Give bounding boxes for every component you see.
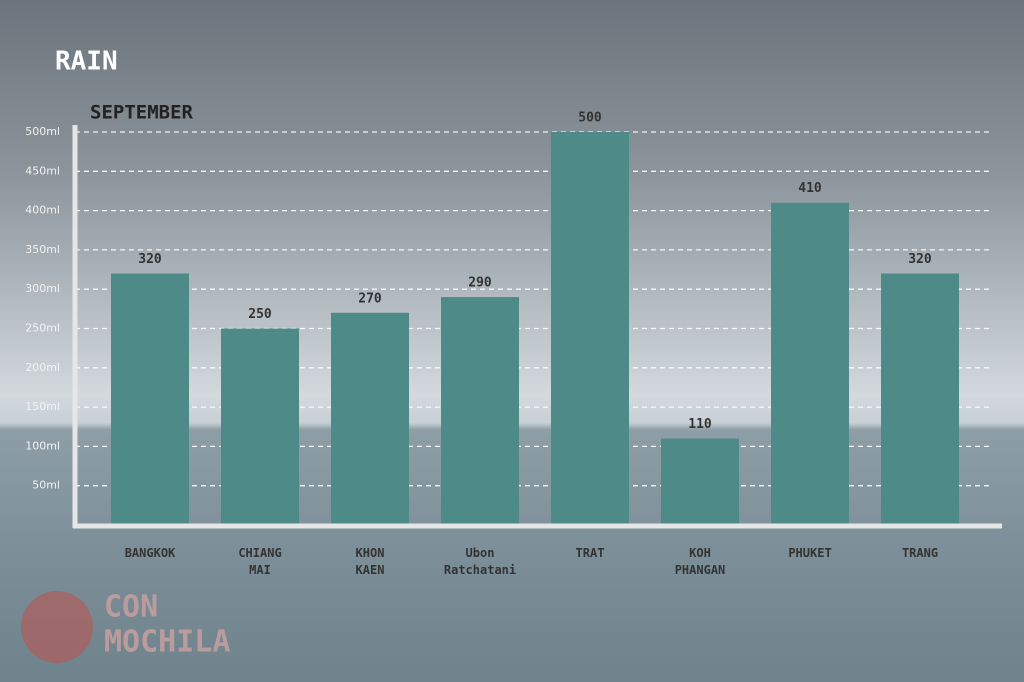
value-label: 320 (138, 252, 162, 267)
value-label: 250 (248, 307, 272, 322)
y-tick-label: 250ml (25, 322, 60, 335)
logo-icon (21, 591, 93, 663)
chart-title: RAIN (55, 47, 118, 77)
bar (441, 297, 519, 525)
x-tick-label: BANGKOK (124, 546, 176, 560)
y-tick-label: 400ml (25, 204, 60, 217)
value-label: 500 (578, 111, 602, 126)
bar (551, 132, 629, 525)
value-label: 410 (798, 181, 822, 196)
value-label: 320 (908, 252, 932, 267)
bar (111, 273, 189, 525)
x-tick-label: TRANG (901, 546, 939, 560)
bar (221, 328, 299, 525)
x-tick-label: Ubon Ratchatani (443, 546, 517, 577)
x-tick-label: KHON KAEN (355, 546, 385, 577)
y-tick-label: 450ml (25, 164, 60, 177)
y-tick-label: 50ml (32, 479, 60, 492)
value-label: 270 (358, 291, 382, 306)
logo-text: CON (104, 590, 158, 625)
y-tick-label: 350ml (25, 243, 60, 256)
x-tick-label: PHUKET (788, 546, 832, 560)
chart-subtitle: SEPTEMBER (90, 102, 194, 124)
bar (881, 273, 959, 525)
value-label: 110 (688, 417, 712, 432)
x-tick-label: KOH PHANGAN (674, 546, 726, 577)
logo-text: MOCHILA (104, 625, 230, 660)
bar (771, 202, 849, 526)
y-tick-label: 150ml (25, 400, 60, 413)
y-tick-label: 500ml (25, 125, 60, 138)
bar (661, 438, 739, 525)
y-tick-label: 200ml (25, 361, 60, 374)
y-tick-label: 100ml (25, 439, 60, 452)
x-tick-label: CHIANG MAI (238, 546, 282, 577)
x-tick-label: TRAT (575, 546, 605, 560)
y-tick-label: 300ml (25, 282, 60, 295)
value-label: 290 (468, 276, 492, 291)
bar (331, 312, 409, 525)
